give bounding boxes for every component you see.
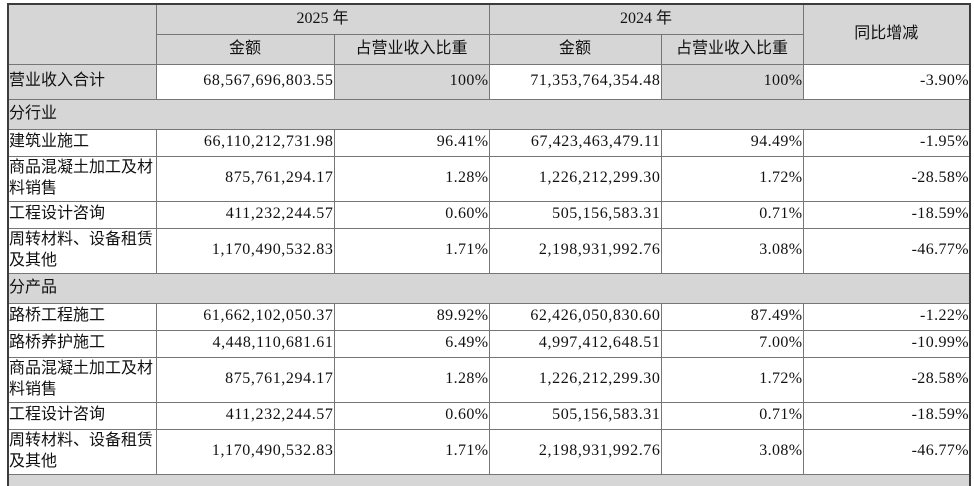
amount-header-2024: 金额 (488, 33, 662, 65)
share-2025: 1.28% (333, 356, 490, 403)
header-row-measures: 金额 占营业收入比重 金额 占营业收入比重 (8, 33, 970, 65)
share-2025: 96.41% (333, 128, 490, 157)
section-title: 分行业 (7, 98, 971, 130)
amount-header-2025: 金额 (155, 33, 335, 65)
share-2025: 1.71% (333, 428, 490, 475)
table-row: 周转材料、设备租赁及其他 1,170,490,532.83 1.71% 2,19… (7, 428, 971, 475)
corner-cell (7, 3, 157, 65)
table-row: 路桥工程施工 61,662,102,050.37 89.92% 62,426,0… (7, 302, 971, 331)
table-row: 工程设计咨询 411,232,244.57 0.60% 505,156,583.… (7, 200, 971, 229)
row-label: 路桥工程施工 (7, 302, 157, 331)
table-row: 商品混凝土加工及材料销售 875,761,294.17 1.28% 1,226,… (7, 356, 971, 403)
yoy-change: -18.59% (802, 200, 971, 229)
yoy-change: -1.22% (802, 302, 971, 331)
table-row: 建筑业施工 66,110,212,731.98 96.41% 67,423,46… (7, 128, 971, 157)
year-2025-header: 2025 年 (155, 3, 490, 35)
row-label: 路桥养护施工 (7, 329, 157, 358)
row-label: 工程设计咨询 (7, 200, 157, 229)
share-header-2025: 占营业收入比重 (333, 33, 490, 65)
section-row-industry: 分行业 (7, 98, 971, 130)
yoy-change: -46.77% (802, 428, 971, 475)
table-row: 工程设计咨询 411,232,244.57 0.60% 505,156,583.… (7, 401, 971, 430)
amount-2024: 1,226,212,299.30 (488, 356, 662, 403)
revenue-breakdown-table: 2025 年 2024 年 同比增减 金额 占营业收入比重 金额 占营业收入比重… (7, 3, 972, 486)
share-2024: 0.71% (660, 401, 804, 430)
section-title: 分产品 (7, 272, 971, 304)
yoy-change: -18.59% (802, 401, 971, 430)
amount-2025: 411,232,244.57 (155, 200, 335, 229)
amount-2025: 4,448,110,681.61 (155, 329, 335, 358)
share-2024: 100% (660, 63, 804, 100)
share-2024: 1.72% (660, 356, 804, 403)
share-2024: 0.71% (660, 200, 804, 229)
share-2024: 1.72% (660, 155, 804, 202)
year-2024-header: 2024 年 (488, 3, 804, 35)
share-2024: 7.00% (660, 329, 804, 358)
share-2025: 89.92% (333, 302, 490, 331)
amount-2025: 875,761,294.17 (155, 155, 335, 202)
amount-2024: 67,423,463,479.11 (488, 128, 662, 157)
amount-2024: 505,156,583.31 (488, 401, 662, 430)
table-row: 路桥养护施工 4,448,110,681.61 6.49% 4,997,412,… (7, 329, 971, 358)
amount-2025: 1,170,490,532.83 (155, 227, 335, 274)
yoy-change: -1.95% (802, 128, 971, 157)
share-2025: 1.71% (333, 227, 490, 274)
amount-2025: 66,110,212,731.98 (155, 128, 335, 157)
row-label: 工程设计咨询 (7, 401, 157, 430)
total-revenue-row: 营业收入合计 68,567,696,803.55 100% 71,353,764… (7, 63, 971, 100)
clipped-section-cell (7, 473, 971, 486)
share-2024: 3.08% (660, 428, 804, 475)
amount-2025: 68,567,696,803.55 (155, 63, 335, 100)
row-label: 周转材料、设备租赁及其他 (7, 227, 157, 274)
amount-2024: 2,198,931,992.76 (488, 227, 662, 274)
row-label: 建筑业施工 (7, 128, 157, 157)
amount-2024: 4,997,412,648.51 (488, 329, 662, 358)
share-2025: 6.49% (333, 329, 490, 358)
share-2025: 100% (333, 63, 490, 100)
amount-2024: 1,226,212,299.30 (488, 155, 662, 202)
row-label: 周转材料、设备租赁及其他 (7, 428, 157, 475)
row-label: 商品混凝土加工及材料销售 (7, 155, 157, 202)
row-label: 商品混凝土加工及材料销售 (7, 356, 157, 403)
amount-2024: 2,198,931,992.76 (488, 428, 662, 475)
amount-2024: 505,156,583.31 (488, 200, 662, 229)
share-2025: 0.60% (333, 401, 490, 430)
row-label: 营业收入合计 (7, 63, 157, 100)
amount-2025: 411,232,244.57 (155, 401, 335, 430)
amount-2024: 71,353,764,354.48 (488, 63, 662, 100)
section-row-product: 分产品 (7, 272, 971, 304)
share-header-2024: 占营业收入比重 (660, 33, 804, 65)
amount-2024: 62,426,050,830.60 (488, 302, 662, 331)
yoy-change: -46.77% (802, 227, 971, 274)
share-2024: 94.49% (660, 128, 804, 157)
share-2024: 87.49% (660, 302, 804, 331)
yoy-change: -28.58% (802, 356, 971, 403)
amount-2025: 61,662,102,050.37 (155, 302, 335, 331)
share-2024: 3.08% (660, 227, 804, 274)
yoy-change-header: 同比增减 (802, 3, 971, 65)
yoy-change: -10.99% (802, 329, 971, 358)
table-row: 周转材料、设备租赁及其他 1,170,490,532.83 1.71% 2,19… (7, 227, 971, 274)
amount-2025: 1,170,490,532.83 (155, 428, 335, 475)
yoy-change: -28.58% (802, 155, 971, 202)
share-2025: 0.60% (333, 200, 490, 229)
share-2025: 1.28% (333, 155, 490, 202)
header-row-years: 2025 年 2024 年 同比增减 (7, 3, 971, 65)
yoy-change: -3.90% (802, 63, 971, 100)
table-row: 商品混凝土加工及材料销售 875,761,294.17 1.28% 1,226,… (7, 155, 971, 202)
clipped-section-row (7, 473, 971, 486)
amount-2025: 875,761,294.17 (155, 356, 335, 403)
